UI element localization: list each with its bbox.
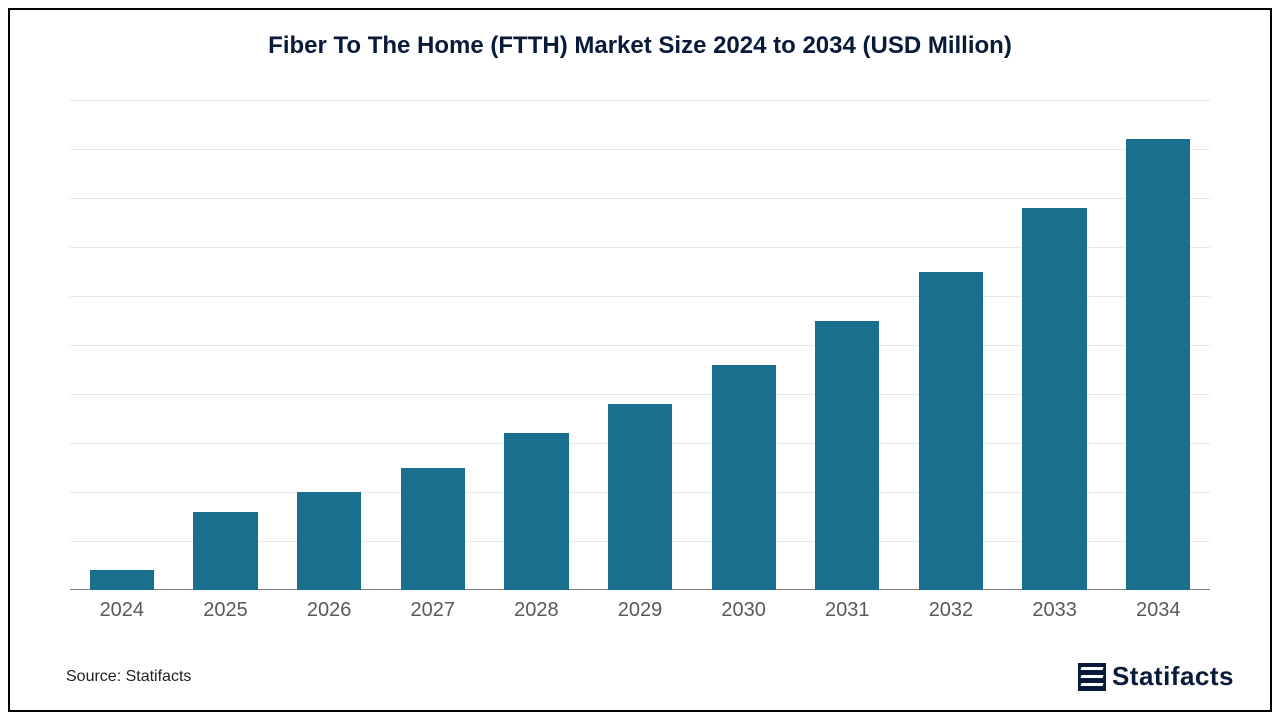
source-label: Source: Statifacts [66, 668, 191, 686]
bar [815, 321, 879, 591]
x-axis-label: 2026 [277, 599, 381, 622]
bar [504, 433, 568, 590]
bar [712, 365, 776, 590]
bar [90, 570, 154, 590]
x-axis-labels: 2024202520262027202820292030203120322033… [70, 599, 1210, 622]
bar [1126, 139, 1190, 590]
x-axis-label: 2031 [795, 599, 899, 622]
chart-title: Fiber To The Home (FTTH) Market Size 202… [10, 32, 1270, 60]
bar-slot [795, 100, 899, 590]
bar-slot [1106, 100, 1210, 590]
plot-area [70, 100, 1210, 590]
bar [401, 468, 465, 591]
bar-slot [277, 100, 381, 590]
bar [1022, 208, 1086, 590]
x-axis-label: 2025 [174, 599, 278, 622]
logo-mark-icon [1078, 663, 1106, 691]
x-axis-label: 2024 [70, 599, 174, 622]
bar-slot [1003, 100, 1107, 590]
chart-frame: Fiber To The Home (FTTH) Market Size 202… [8, 8, 1272, 712]
bar [297, 492, 361, 590]
x-axis-label: 2029 [588, 599, 692, 622]
bar-slot [174, 100, 278, 590]
x-axis-label: 2030 [692, 599, 796, 622]
bar-slot [70, 100, 174, 590]
x-axis-label: 2033 [1003, 599, 1107, 622]
bars-container [70, 100, 1210, 590]
bar-slot [381, 100, 485, 590]
bar [919, 272, 983, 591]
brand-logo: Statifacts [1078, 661, 1234, 692]
bar-slot [485, 100, 589, 590]
bar [608, 404, 672, 590]
x-axis-label: 2034 [1106, 599, 1210, 622]
x-axis-label: 2032 [899, 599, 1003, 622]
bar-slot [588, 100, 692, 590]
bar [193, 512, 257, 590]
x-axis-label: 2027 [381, 599, 485, 622]
x-axis-label: 2028 [485, 599, 589, 622]
bar-slot [692, 100, 796, 590]
logo-text: Statifacts [1112, 661, 1234, 692]
bar-slot [899, 100, 1003, 590]
